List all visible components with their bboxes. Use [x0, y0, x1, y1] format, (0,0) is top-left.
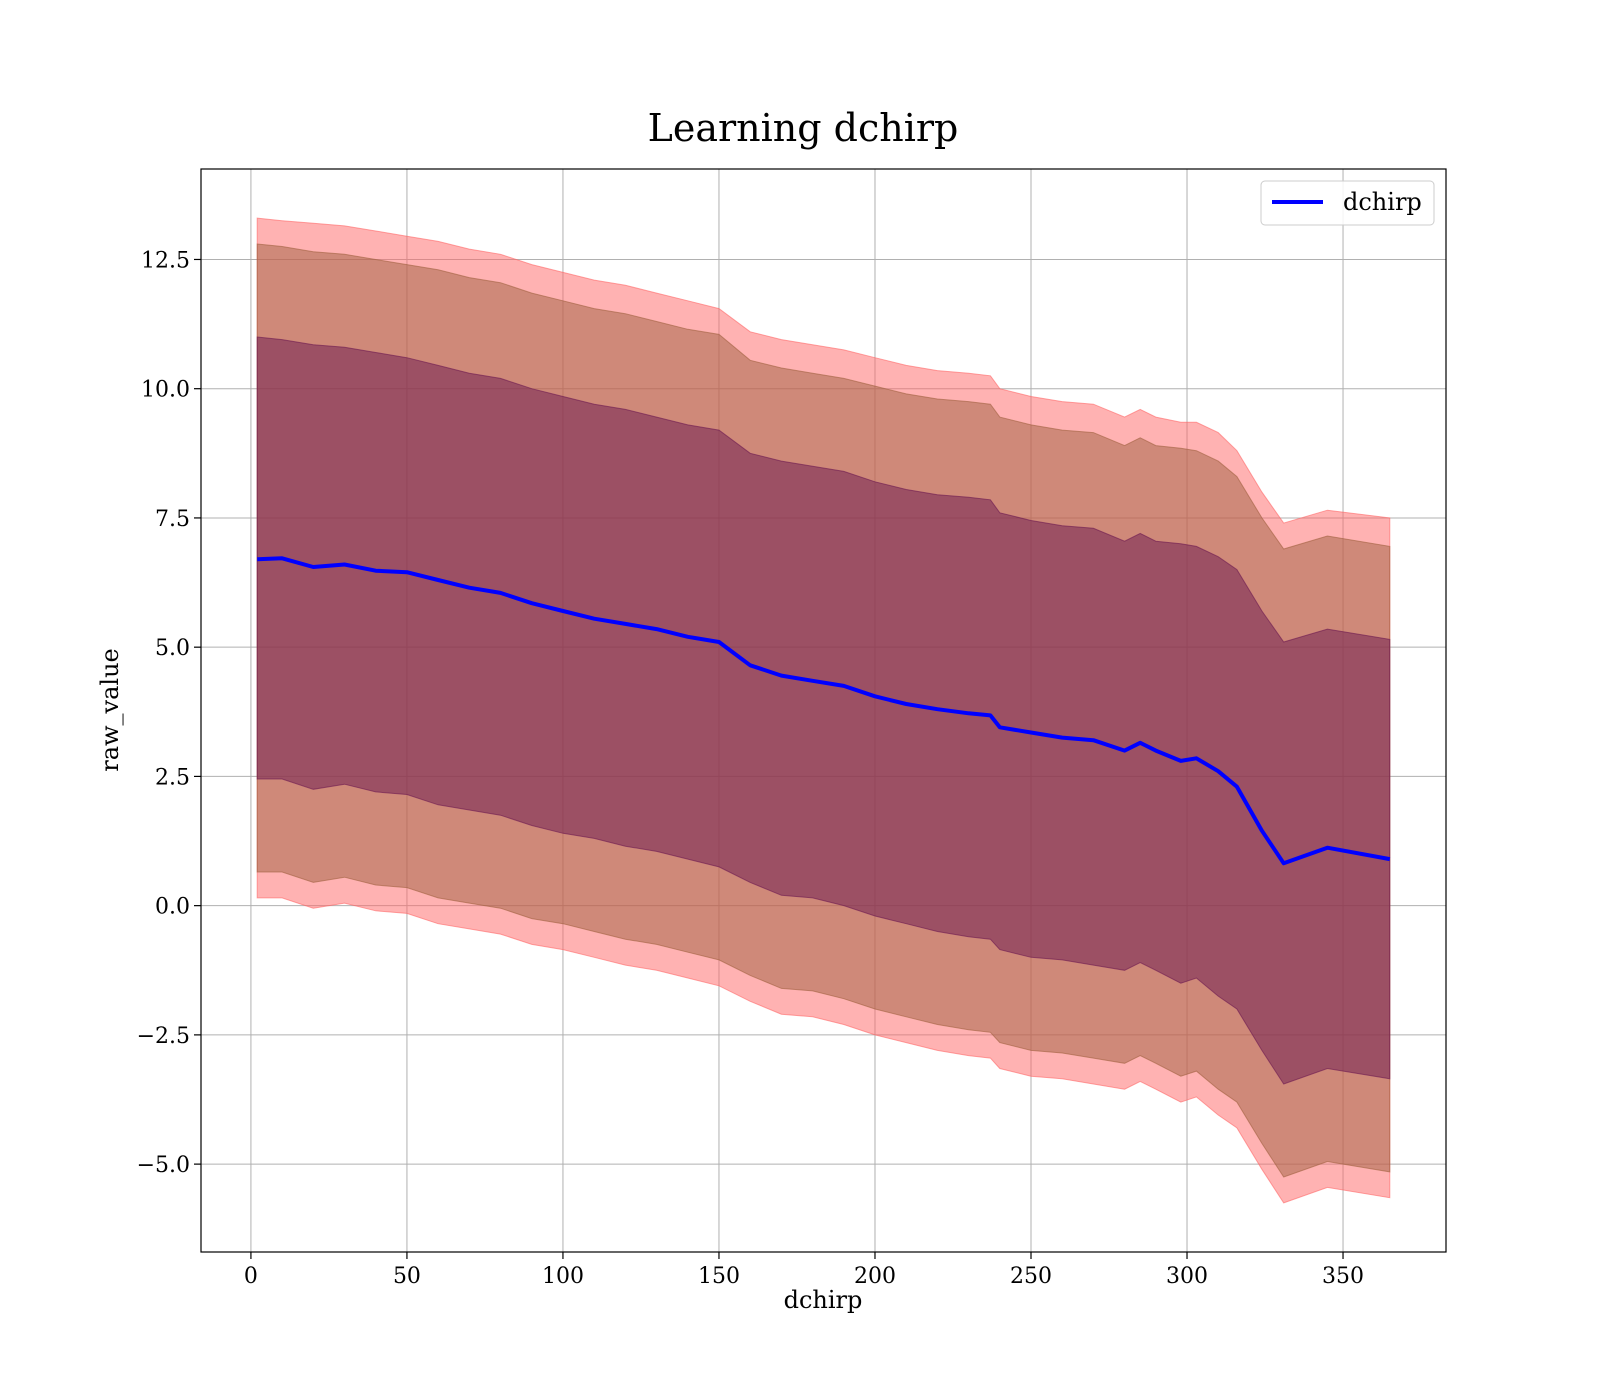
y-tick-label-6: 10.0 — [141, 378, 190, 403]
y-axis-ticks: −5.0 −2.5 0.0 2.5 5.0 7.5 10.0 12.5 — [137, 248, 201, 1178]
series-lines — [257, 556, 1391, 866]
series-line-dchirp — [257, 556, 1391, 866]
x-tick-label-0: 0 — [244, 1264, 258, 1289]
x-tick-label-3: 150 — [698, 1264, 740, 1289]
legend-box — [1260, 180, 1435, 226]
y-tick-label-3: 2.5 — [155, 765, 190, 790]
x-tick-label-5: 250 — [1010, 1264, 1052, 1289]
y-tick-label-4: 5.0 — [155, 636, 190, 661]
x-tick-label-4: 200 — [854, 1264, 896, 1289]
plot-frame — [200, 168, 1447, 1253]
x-tick-label-1: 50 — [393, 1264, 421, 1289]
y-axis-title: raw_value — [96, 648, 124, 772]
band-1sigma — [256, 336, 1391, 1085]
y-tick-label-1: −2.5 — [137, 1024, 190, 1049]
chart-title: Learning dchirp — [648, 106, 959, 150]
legend-label-dchirp: dchirp — [1343, 188, 1422, 216]
y-tick-label-2: 0.0 — [155, 895, 190, 920]
y-tick-label-5: 7.5 — [155, 507, 190, 532]
y-tick-label-7: 12.5 — [141, 248, 190, 273]
x-tick-label-7: 350 — [1322, 1264, 1364, 1289]
x-axis-title: dchirp — [784, 1286, 863, 1314]
uncertainty-bands — [256, 217, 1391, 1204]
legend: dchirp — [1260, 180, 1435, 226]
x-tick-label-6: 300 — [1166, 1264, 1208, 1289]
x-tick-label-2: 100 — [542, 1264, 584, 1289]
x-axis-ticks: 0 50 100 150 200 250 300 350 — [244, 1252, 1364, 1289]
y-tick-label-0: −5.0 — [137, 1153, 190, 1178]
